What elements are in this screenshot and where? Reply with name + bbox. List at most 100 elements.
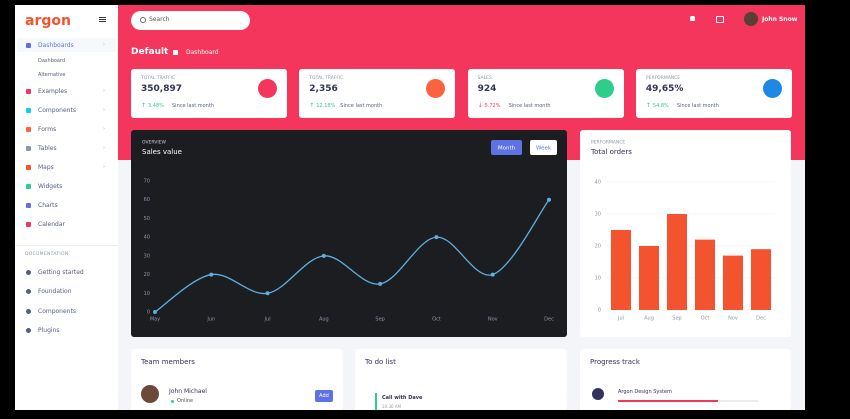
x-tick-label: Sep <box>375 317 384 323</box>
active-item-bg <box>17 38 116 52</box>
stat-icon <box>762 79 782 98</box>
point <box>490 272 495 277</box>
nav-icon <box>26 165 31 170</box>
chart-title: Sales value <box>142 148 182 156</box>
nav-icon <box>26 146 31 151</box>
stat-change: 3.48% <box>148 103 164 109</box>
stat-value: 2,356 <box>309 84 338 94</box>
menu-toggle[interactable] <box>99 17 106 18</box>
brand[interactable]: argon <box>25 13 71 29</box>
stat-card: SALES 924 ↓ 5.72% Since last month <box>467 69 624 118</box>
x-tick-label: Aug <box>644 316 654 322</box>
nav-item[interactable]: Plugins <box>38 326 60 334</box>
x-tick-label: Sep <box>672 316 681 322</box>
nav-item[interactable]: Getting started <box>38 269 84 276</box>
progress-bar <box>618 400 758 402</box>
nav-item[interactable]: Tables <box>38 145 57 152</box>
stat-arrow: ↑ <box>309 102 315 109</box>
x-tick-label: Jun <box>206 317 215 323</box>
stat-label: SALES <box>477 76 492 81</box>
y-tick-label: 70 <box>144 179 150 185</box>
nav-icon <box>26 222 31 227</box>
stat-value: 49,65% <box>645 84 684 94</box>
nav-item[interactable]: Charts <box>38 202 58 209</box>
member-avatar <box>141 385 159 403</box>
stat-icon <box>594 79 614 98</box>
card-title: Team members <box>141 358 195 366</box>
todo-card: To do list Call with Dave 10:30 AM <box>355 349 567 410</box>
y-tick-label: 30 <box>595 212 601 218</box>
nav-item[interactable]: Widgets <box>38 183 63 190</box>
point <box>547 197 551 202</box>
toggle-button[interactable] <box>530 140 557 155</box>
search-box[interactable]: Search <box>131 11 250 30</box>
card-title: To do list <box>365 358 396 366</box>
stat-icon <box>426 79 446 98</box>
stat-value: 924 <box>477 84 497 94</box>
nav-item[interactable]: Foundation <box>38 288 72 296</box>
toggle-label[interactable]: Week <box>536 146 552 152</box>
project-name: Argon Design System <box>618 389 672 395</box>
chevron: › <box>103 107 105 113</box>
member-status: Online <box>177 398 194 404</box>
nav-icon <box>26 127 31 132</box>
bar <box>611 230 631 310</box>
y-tick-label: 60 <box>144 197 150 203</box>
nav-item[interactable]: Components <box>38 107 76 114</box>
stat-note: Since last month <box>340 103 383 109</box>
y-tick-label: 10 <box>595 276 601 282</box>
toggle-button[interactable] <box>491 140 522 155</box>
x-tick-label: Jul <box>617 316 624 322</box>
add-button[interactable]: Add <box>315 390 333 402</box>
nav-item[interactable]: Forms <box>38 126 57 133</box>
x-tick-label: Nov <box>488 317 498 323</box>
point <box>209 272 214 277</box>
x-tick-label: Nov <box>728 316 738 322</box>
page-title: Default <box>131 47 169 57</box>
user-name[interactable]: John Snow <box>762 16 798 23</box>
x-tick-label: Dec <box>756 316 766 322</box>
nav-item[interactable]: Maps <box>38 164 54 171</box>
breadcrumb[interactable]: Dashboard <box>186 49 219 56</box>
nav-icon <box>26 203 31 208</box>
stat-note: Since last month <box>676 103 719 109</box>
search-icon <box>140 17 146 23</box>
bar <box>723 255 743 310</box>
stat-label: PERFORMANCE <box>645 76 681 81</box>
bar <box>695 239 715 310</box>
chart-title: Total orders <box>590 148 632 156</box>
home-icon[interactable] <box>173 50 178 55</box>
nav-item[interactable]: Calendar <box>38 221 65 228</box>
nav-subitem[interactable]: Dashboard <box>38 58 66 64</box>
x-tick-label: Dec <box>544 317 554 323</box>
toggle-label[interactable]: Month <box>498 146 516 152</box>
chevron: › <box>103 164 105 170</box>
stat-card: PERFORMANCE 49,65% ↑ 54.8% Since last month <box>635 69 792 118</box>
apps-icon[interactable] <box>716 16 724 23</box>
nav-subitem[interactable]: Alternative <box>38 72 66 78</box>
stat-change: 54.8% <box>652 103 669 109</box>
nav-item[interactable]: Dashboards <box>38 42 74 49</box>
nav-item[interactable]: Components <box>38 307 76 315</box>
main: Search John Snow Default Dashboard Team … <box>118 5 805 410</box>
y-tick-label: 0 <box>147 310 150 316</box>
nav-icon <box>26 43 31 48</box>
point <box>153 310 157 314</box>
bell-icon[interactable] <box>690 16 695 21</box>
avatar[interactable] <box>744 12 758 26</box>
nav-item[interactable]: Examples <box>38 88 68 95</box>
nav-icon <box>26 184 31 189</box>
nav-icon <box>26 289 31 295</box>
stat-icon <box>258 79 277 98</box>
stat-label: TOTAL TRAFFIC <box>309 76 344 81</box>
todo-task[interactable]: Call with Dave <box>382 395 423 401</box>
y-tick-label: 30 <box>144 253 150 259</box>
point <box>434 235 439 240</box>
stat-arrow: ↑ <box>645 102 651 109</box>
member-name: John Michael <box>169 388 207 395</box>
line-card <box>131 130 567 337</box>
y-tick-label: 20 <box>595 244 601 250</box>
nav-icon <box>26 89 31 94</box>
point <box>265 291 270 296</box>
